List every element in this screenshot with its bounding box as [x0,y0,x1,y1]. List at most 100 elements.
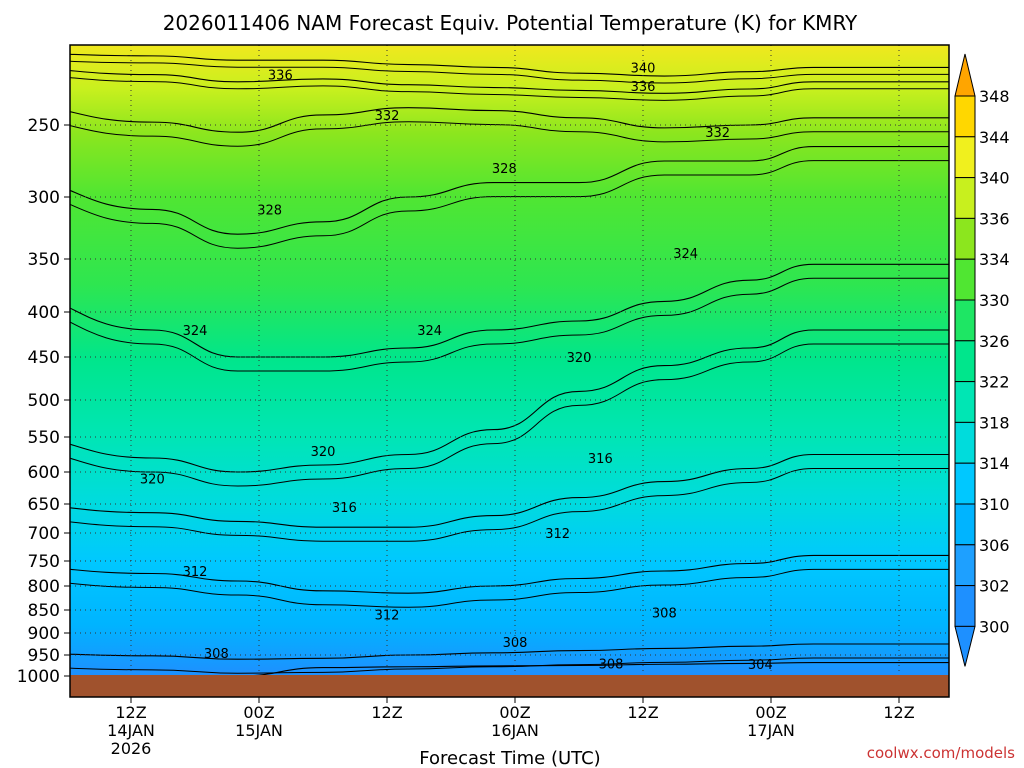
x-axis-label: Forecast Time (UTC) [419,748,600,768]
y-tick-label: 700 [28,524,60,544]
colorbar-bottom-arrow [954,625,976,667]
isotherm-316 [70,453,949,528]
contour-label-336: 336 [268,69,293,84]
y-axis: 250 300 350 400 450 500 550 600 650 700 750 800 850 9… [17,116,70,687]
isotherm-minor-308 [70,657,949,674]
grid-layer [70,45,949,675]
contour-layer [70,53,949,675]
y-tick-label: 800 [28,577,60,597]
isotherm-336 [70,70,949,94]
contour-label-308: 308 [652,606,677,621]
colorbar-label: 336 [979,209,1010,228]
contour-label-328: 328 [257,203,282,218]
x-tick-label: 16JAN [491,721,539,740]
y-tick-label: 400 [28,303,60,323]
contour-label-316: 316 [332,501,357,516]
colorbar-label: 348 [979,87,1010,106]
colorbar-segment [954,544,976,587]
colorbar-segment [954,340,976,383]
contour-label-308: 308 [599,657,624,672]
isotherm-minor-340 [70,60,949,84]
isotherm-minor-320 [70,343,949,487]
contour-label-340: 340 [631,61,656,76]
colorbar-label: 340 [979,169,1010,188]
x-tick-label: 12Z [371,703,402,722]
colorbar-segment [954,136,976,179]
y-tick-label: 650 [28,495,60,515]
contour-label-336: 336 [631,80,656,95]
isotherm-304 [252,662,949,675]
contour-label-304: 304 [748,658,773,673]
isotherm-minor-328 [70,160,949,249]
colorbar-segment [954,421,976,464]
contour-label-308: 308 [204,647,229,662]
contour-label-328: 328 [492,162,517,177]
colorbar-label: 300 [979,617,1010,636]
y-tick-label: 600 [28,463,60,483]
contour-label-308: 308 [503,636,528,651]
ground-surface [70,675,949,697]
isotherm-328 [70,146,949,235]
contour-label-320: 320 [567,351,592,366]
isotherm-minor-316 [70,468,949,542]
y-tick-label: 1000 [17,667,60,687]
colorbar-segment [954,258,976,301]
y-tick-label: 250 [28,116,60,136]
colorbar-segment [954,177,976,219]
isotherm-minor-332 [70,121,949,147]
contour-label-312: 312 [545,527,570,542]
contour-label-312: 312 [375,609,400,624]
y-tick-label: 950 [28,646,60,666]
contour-label-layer: 336 340 336 332 332 328 328 324 324 324 320 320 320 3… [140,61,773,673]
colorbar-segment [954,585,976,627]
contour-label-332: 332 [705,126,730,141]
colorbar-label: 314 [979,454,1010,473]
colorbar-segment [954,381,976,423]
x-tick-label: 12Z [115,703,146,722]
x-tick-label: 15JAN [235,721,283,740]
field-background [70,45,949,675]
colorbar-label: 310 [979,495,1010,514]
x-tick-label: 17JAN [747,721,795,740]
colorbar-label: 302 [979,577,1010,596]
colorbar-segment [954,217,976,260]
isotherm-308 [70,643,949,660]
x-tick-label: 12Z [883,703,914,722]
contour-label-316: 316 [588,452,613,467]
x-tick-label: 00Z [499,703,530,722]
y-tick-label: 450 [28,348,60,368]
contour-label-332: 332 [375,109,400,124]
colorbar-segment [954,503,976,546]
chart-title: 2026011406 NAM Forecast Equiv. Potential… [163,11,858,35]
x-tick-label: 00Z [755,703,786,722]
contour-label-312: 312 [183,565,208,580]
colorbar-segment [954,95,976,138]
x-tick-label: 12Z [627,703,658,722]
y-tick-label: 550 [28,428,60,448]
isotherm-minor-336 [70,77,949,101]
y-tick-label: 350 [28,250,60,270]
colorbar-segment [954,299,976,342]
isotherm-324 [70,263,949,358]
y-tick-label: 750 [28,552,60,572]
isotherm-320 [70,329,949,473]
y-tick-label: 850 [28,601,60,621]
contour-label-324: 324 [673,247,698,262]
isotherm-340 [70,53,949,77]
y-tick-label: 500 [28,391,60,411]
isotherm-minor-312 [70,568,949,608]
y-tick-label: 900 [28,624,60,644]
x-tick-label: 00Z [243,703,274,722]
isotherm-312 [70,554,949,594]
contour-label-324: 324 [417,324,442,339]
x-tick-label: 2026 [111,739,152,758]
colorbar-label: 344 [979,128,1010,147]
isotherm-minor-324 [70,277,949,372]
colorbar-label: 306 [979,536,1010,555]
colorbar-label: 318 [979,413,1010,432]
colorbar-label: 326 [979,332,1010,351]
contour-label-320: 320 [311,445,336,460]
colorbar: 348 344 340 336 334 330 326 322 318 314 310 306 302 3… [954,53,1010,667]
